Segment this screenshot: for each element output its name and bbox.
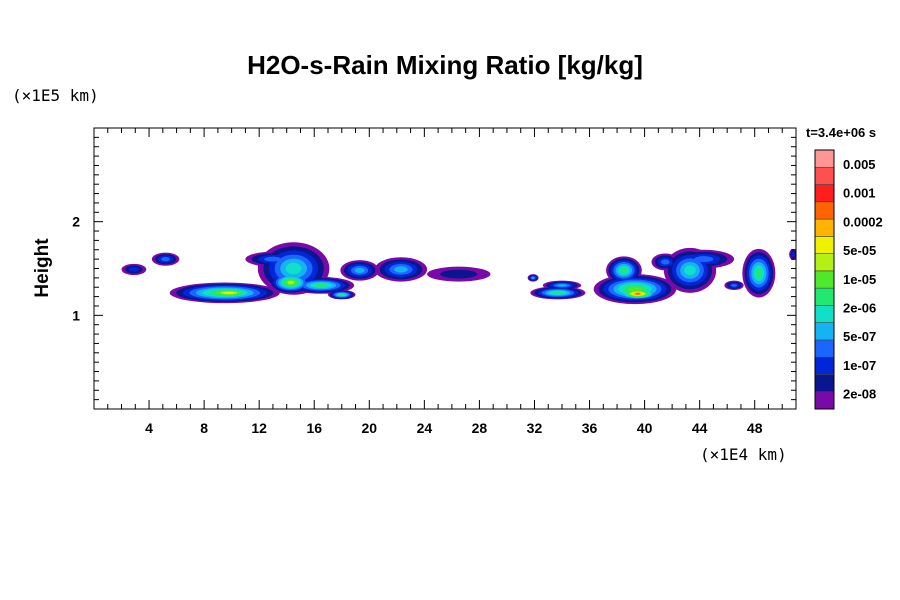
- x-tick-label: 20: [362, 420, 378, 436]
- chart-title: H2O-s-Rain Mixing Ratio [kg/kg]: [247, 50, 643, 80]
- colorbar-label: 5e-07: [843, 329, 876, 344]
- x-tick-label: 32: [527, 420, 543, 436]
- colorbar: 0.005 0.001 0.0002 5e-05 1e-05 2e-06 5e-07 1e-0…: [814, 149, 883, 410]
- colorbar-swatch: [814, 236, 835, 254]
- y-axis: 12: [72, 136, 796, 401]
- contour-shell: [628, 286, 642, 292]
- contour-shell: [552, 291, 564, 295]
- colorbar-swatch: [814, 391, 835, 410]
- contour-shell: [791, 252, 795, 257]
- x-axis: 4 8 12 16 20 24 28 32 36 40 44 48: [107, 128, 783, 436]
- colorbar-swatch: [814, 339, 835, 358]
- contour-shell: [635, 292, 641, 295]
- contour-shell: [440, 269, 478, 279]
- y-axis-unit: (×1E5 km): [12, 86, 99, 105]
- colorbar-swatch: [814, 184, 835, 203]
- contour-shell: [161, 257, 170, 262]
- colorbar-swatch: [814, 253, 835, 272]
- colorbar-swatch: [814, 322, 835, 341]
- contour-shell: [354, 267, 365, 274]
- colorbar-label: 2e-06: [843, 301, 876, 316]
- contour-shell: [531, 276, 535, 279]
- x-tick-label: 48: [747, 420, 763, 436]
- contour-shell: [287, 280, 295, 285]
- contour-shell: [620, 267, 628, 274]
- x-tick-label: 28: [472, 420, 488, 436]
- contour-shell: [557, 284, 567, 287]
- y-tick-label: 1: [72, 307, 80, 323]
- contour-field: [121, 242, 796, 305]
- colorbar-label: 2e-08: [843, 387, 876, 402]
- colorbar-swatch: [814, 374, 835, 393]
- x-tick-label: 16: [306, 420, 322, 436]
- colorbar-swatch: [814, 356, 835, 375]
- colorbar-swatch: [814, 305, 835, 323]
- x-axis-unit: (×1E4 km): [700, 445, 787, 464]
- contour-shell: [684, 265, 696, 276]
- contour-shell: [394, 266, 408, 273]
- x-tick-label: 12: [251, 420, 267, 436]
- colorbar-swatch: [814, 149, 835, 168]
- x-tick-label: 4: [145, 420, 153, 436]
- contour-shell: [128, 267, 140, 272]
- contour-shell: [339, 293, 345, 296]
- colorbar-label: 0.001: [843, 186, 876, 201]
- contour-shell: [224, 291, 234, 294]
- colorbar-frame: [814, 149, 835, 410]
- colorbar-swatch: [814, 287, 835, 306]
- x-tick-label: 24: [417, 420, 433, 436]
- colorbar-swatch: [814, 218, 835, 237]
- contour-shell: [755, 268, 762, 278]
- y-axis-label: Height: [32, 238, 53, 298]
- x-tick-label: 44: [692, 420, 708, 436]
- x-tick-label: 40: [637, 420, 653, 436]
- colorbar-swatch: [814, 166, 835, 185]
- y-tick-label: 2: [72, 214, 80, 230]
- time-label: t=3.4e+06 s: [806, 125, 876, 140]
- contour-shell: [694, 256, 714, 263]
- colorbar-swatch: [814, 270, 835, 289]
- colorbar-label: 5e-05: [843, 243, 876, 258]
- contour-shell: [264, 256, 282, 262]
- contour-shell: [730, 283, 738, 287]
- colorbar-swatch: [814, 201, 835, 220]
- x-tick-label: 36: [582, 420, 598, 436]
- colorbar-label: 1e-07: [843, 358, 876, 373]
- contour-shell: [314, 283, 328, 287]
- colorbar-label: 0.005: [843, 157, 876, 172]
- contour-shell: [660, 259, 670, 265]
- contour-shell: [285, 262, 302, 275]
- colorbar-label: 1e-05: [843, 272, 876, 287]
- colorbar-label: 0.0002: [843, 214, 883, 229]
- x-tick-label: 8: [200, 420, 208, 436]
